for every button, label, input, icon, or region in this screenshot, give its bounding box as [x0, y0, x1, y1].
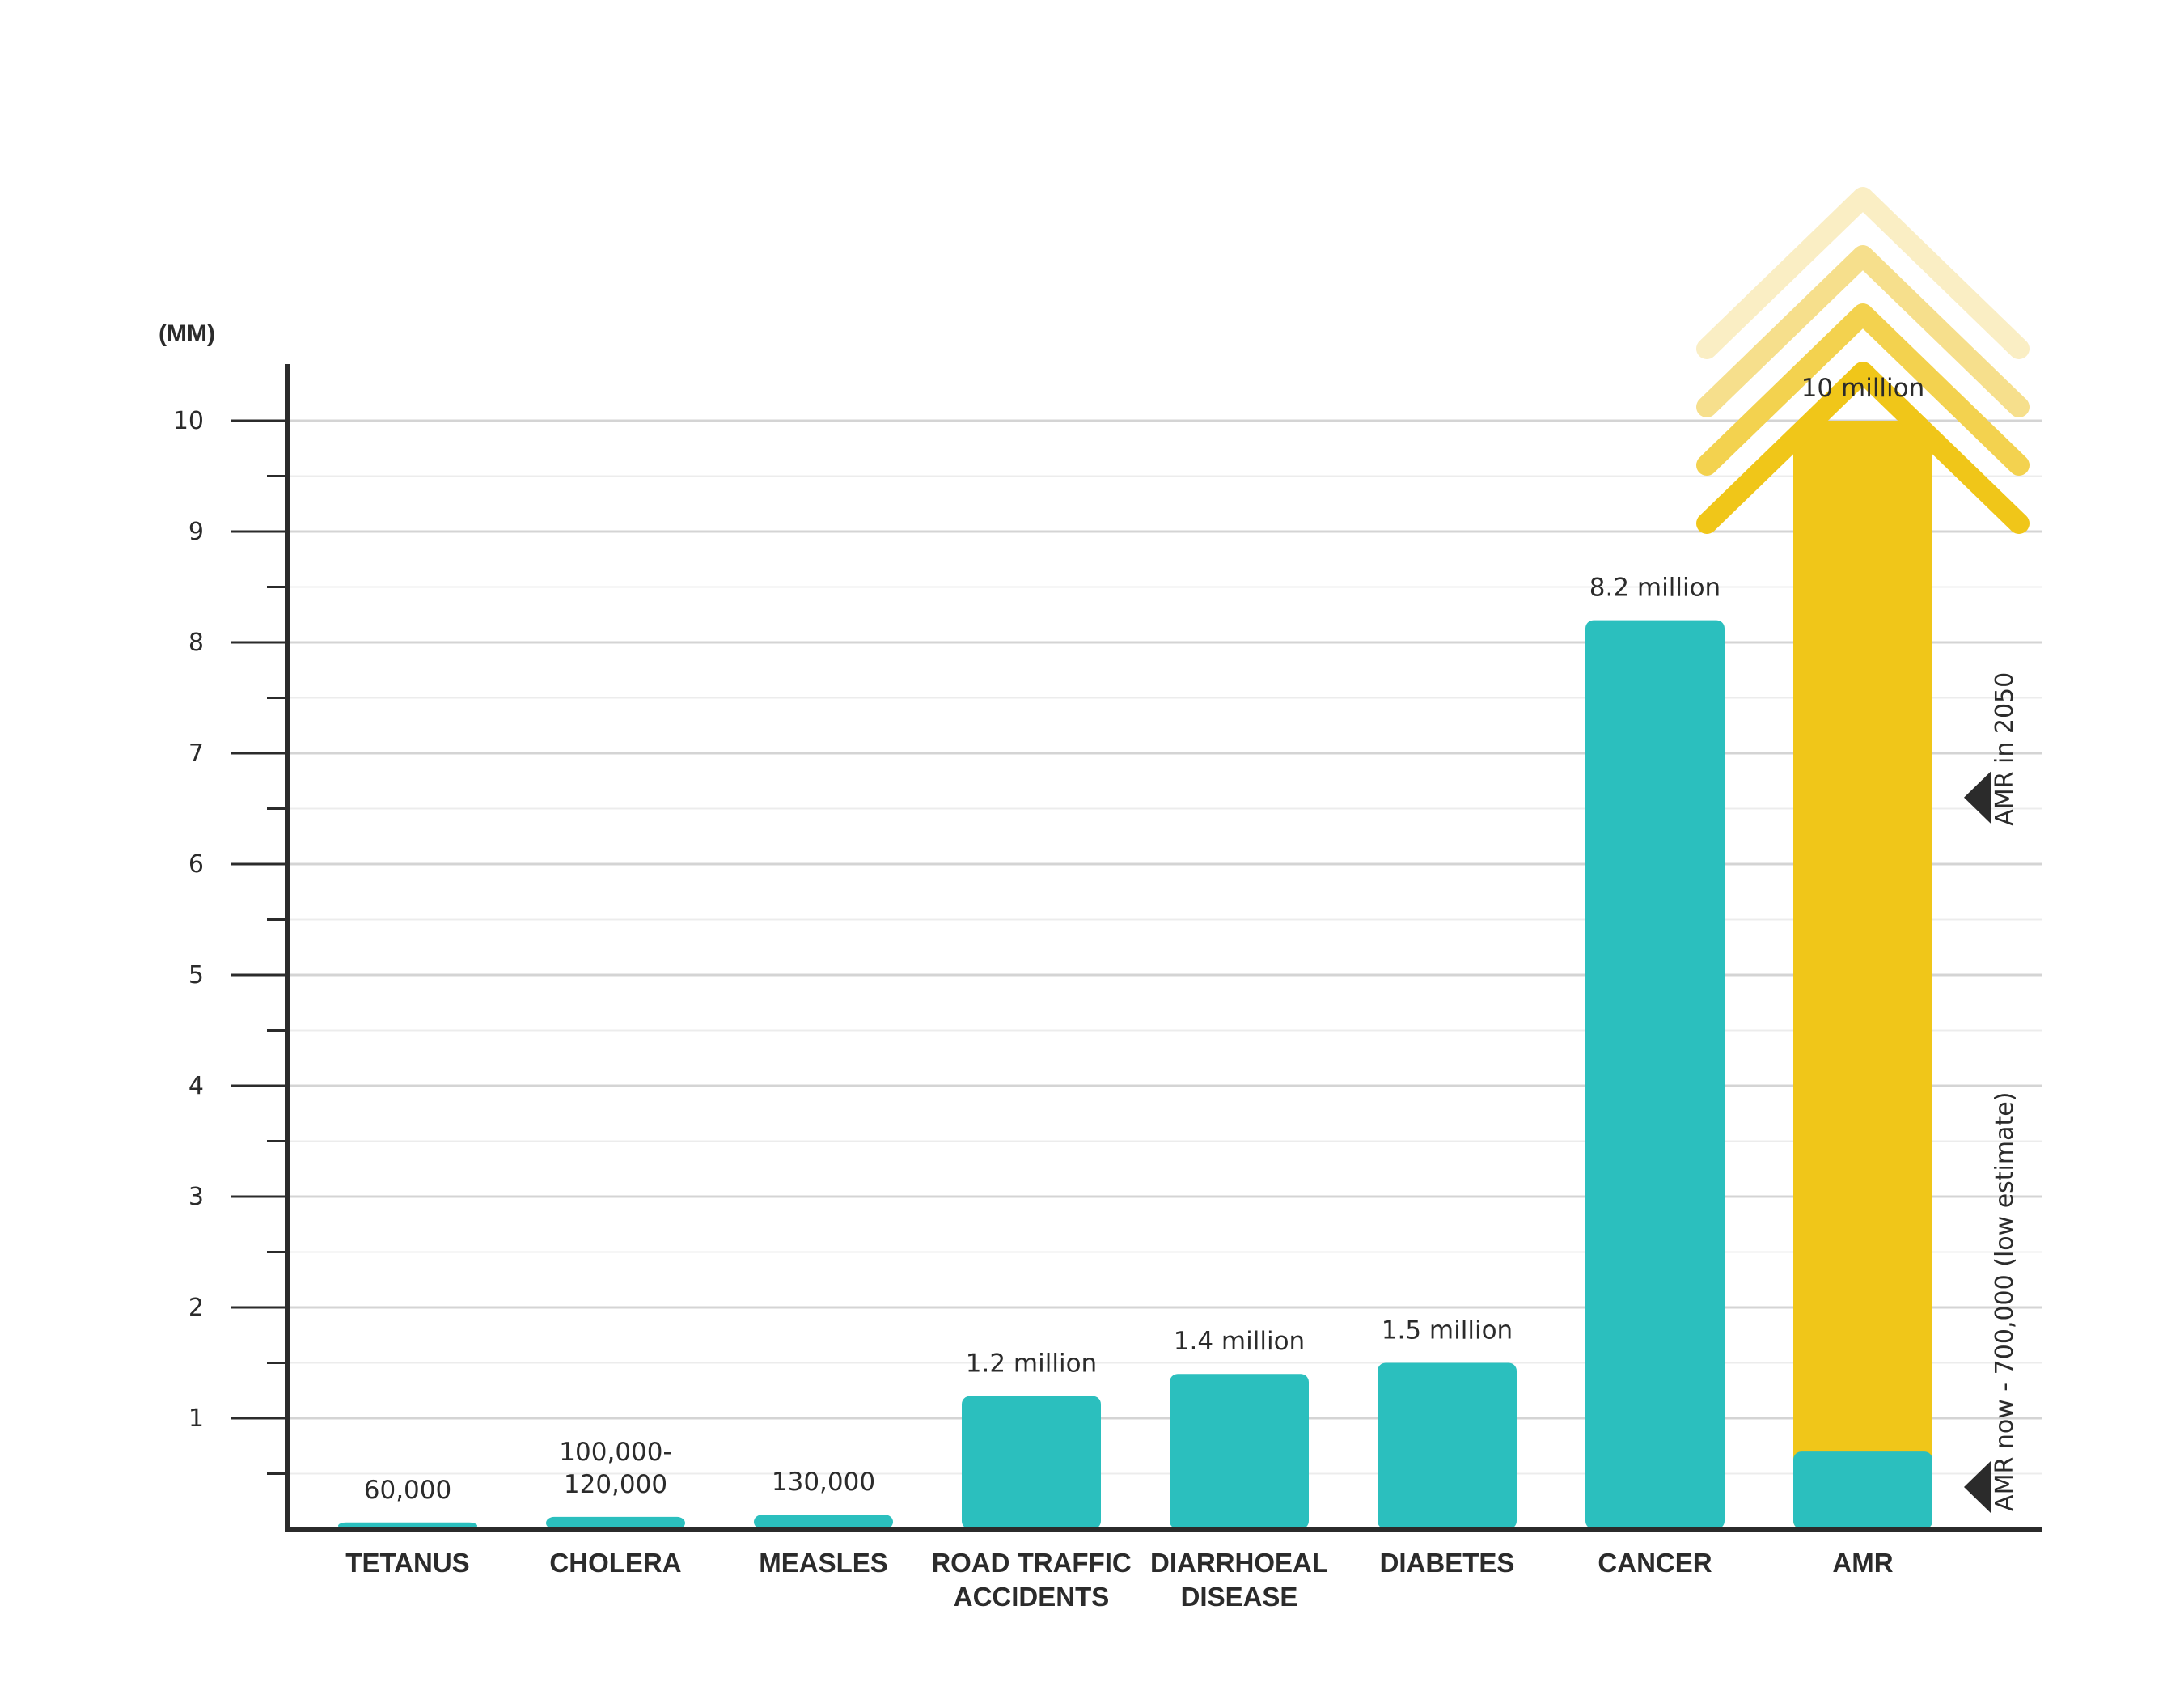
- data-label: 1.2 million: [966, 1349, 1097, 1379]
- annotation-amr-2050: AMR in 2050: [1991, 672, 2019, 826]
- bars: [338, 421, 1932, 1529]
- bar: [1585, 620, 1725, 1529]
- labels: TETANUS CHOLERA MEASLES ROAD TRAFFIC ACCIDEN…: [345, 374, 1924, 1612]
- y-tick-label: 5: [188, 961, 204, 989]
- bar-amr-2050: [1793, 421, 1932, 1529]
- data-label: 8.2 million: [1589, 574, 1721, 603]
- x-category-label: CHOLERA: [549, 1548, 681, 1578]
- x-category-label: MEASLES: [759, 1548, 888, 1578]
- y-tick-label: 1: [188, 1405, 204, 1433]
- x-category-label: DIABETES: [1380, 1548, 1515, 1578]
- x-category-label: ROAD TRAFFIC: [931, 1548, 1131, 1578]
- data-label: 120,000: [564, 1470, 667, 1499]
- y-tick-label: 2: [188, 1294, 204, 1322]
- y-tick-label: 8: [188, 629, 204, 657]
- data-label: 130,000: [772, 1468, 875, 1497]
- y-tick-label: 3: [188, 1183, 204, 1211]
- data-label: 1.5 million: [1382, 1316, 1513, 1345]
- x-category-label: DIARRHOEAL: [1150, 1548, 1328, 1578]
- bar: [546, 1516, 685, 1529]
- annotations: AMR in 2050 AMR now - 700,000 (low estima…: [1964, 672, 2019, 1514]
- y-tick-label: 6: [188, 850, 204, 879]
- x-category-label: DISEASE: [1181, 1582, 1298, 1612]
- bar: [754, 1515, 893, 1529]
- data-label: 100,000-: [559, 1438, 671, 1467]
- x-category-label: AMR: [1832, 1548, 1893, 1578]
- data-label: 60,000: [364, 1476, 451, 1505]
- y-tick-label: 4: [188, 1072, 204, 1100]
- data-label: 10 million: [1801, 374, 1925, 403]
- triangle-pointer-icon: [1964, 1460, 1991, 1514]
- x-category-label: ACCIDENTS: [954, 1582, 1110, 1612]
- chevron-up-icon: [1696, 303, 2030, 476]
- y-tick-label: 9: [188, 518, 204, 546]
- bar: [1170, 1374, 1309, 1529]
- annotation-amr-now: AMR now - 700,000 (low estimate): [1991, 1092, 2019, 1511]
- chevron-up-icon: [1696, 187, 2030, 359]
- y-tick-label: 7: [188, 739, 204, 768]
- bar-amr-now: [1793, 1451, 1932, 1529]
- chevron-up-icon: [1696, 362, 2030, 534]
- bar: [962, 1396, 1101, 1529]
- y-axis-unit-label: (MM): [159, 320, 215, 347]
- axes: (MM) 1 2 3 4 5 6 7 8 9 10: [159, 320, 2042, 1532]
- y-tick-label: 10: [173, 407, 204, 435]
- upward-arrow-chevrons: [1696, 187, 2030, 534]
- triangle-pointer-icon: [1964, 770, 1991, 824]
- bar: [1378, 1362, 1517, 1529]
- x-category-label: CANCER: [1598, 1548, 1712, 1578]
- x-category-label: TETANUS: [345, 1548, 469, 1578]
- gridlines: [287, 419, 2042, 1475]
- data-label: 1.4 million: [1174, 1327, 1305, 1356]
- chevron-up-icon: [1696, 245, 2030, 417]
